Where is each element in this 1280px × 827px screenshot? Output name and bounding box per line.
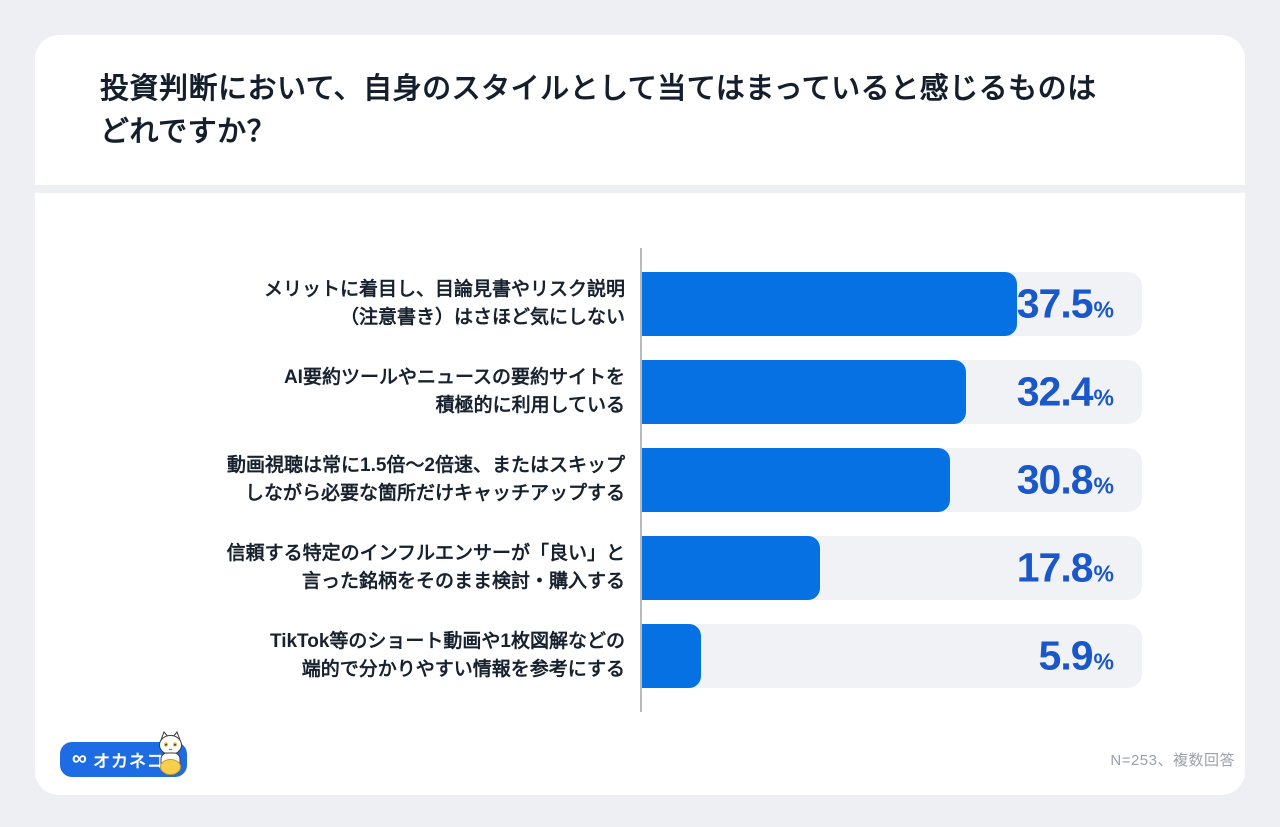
percent-sign: % bbox=[1093, 472, 1114, 499]
chart-row: メリットに着目し、目論見書やリスク説明 （注意書き）はさほど気にしない 37.5… bbox=[35, 272, 1245, 336]
bar-track: 17.8% bbox=[642, 536, 1142, 600]
value-number: 17.8 bbox=[1016, 544, 1094, 591]
cat-mascot-icon bbox=[159, 731, 182, 775]
chart-row: 動画視聴は常に1.5倍〜2倍速、またはスキップ しながら必要な箇所だけキャッチア… bbox=[35, 448, 1245, 512]
category-label-line: 動画視聴は常に1.5倍〜2倍速、またはスキップ bbox=[227, 455, 625, 476]
infinity-glasses-icon: ∞ bbox=[72, 747, 87, 770]
sample-size-note: N=253、複数回答 bbox=[1110, 752, 1235, 769]
okaneko-logo: ∞ オカネコ bbox=[60, 731, 187, 777]
category-label-line: （注意書き）はさほど気にしない bbox=[339, 307, 625, 328]
category-label-line: しながら必要な箇所だけキャッチアップする bbox=[244, 483, 625, 504]
category-label: 信頼する特定のインフルエンサーが「良い」と 言った銘柄をそのまま検討・購入する bbox=[35, 540, 625, 596]
page-title: 投資判断において、自身のスタイルとして当てはまっていると感じるものは どれですか… bbox=[100, 68, 1190, 154]
category-label-line: 信頼する特定のインフルエンサーが「良い」と bbox=[226, 543, 625, 564]
value-label: 30.8% bbox=[1017, 457, 1114, 504]
bar-track: 30.8% bbox=[642, 448, 1142, 512]
value-number: 30.8 bbox=[1016, 456, 1094, 503]
chart-card: メリットに着目し、目論見書やリスク説明 （注意書き）はさほど気にしない 37.5… bbox=[35, 193, 1245, 795]
percent-sign: % bbox=[1093, 648, 1114, 675]
bar-fill bbox=[642, 448, 950, 512]
category-label-line: 端的で分かりやすい情報を参考にする bbox=[301, 659, 625, 680]
page-title-line-1: 投資判断において、自身のスタイルとして当てはまっていると感じるものは bbox=[100, 73, 1097, 105]
page-title-line-2: どれですか？ bbox=[100, 116, 277, 148]
percent-sign: % bbox=[1093, 296, 1114, 323]
category-label-line: TikTok等のショート動画や1枚図解などの bbox=[269, 631, 625, 652]
bar-fill bbox=[642, 272, 1017, 336]
chart-row: 信頼する特定のインフルエンサーが「良い」と 言った銘柄をそのまま検討・購入する … bbox=[35, 536, 1245, 600]
percent-sign: % bbox=[1093, 384, 1114, 411]
chart-row: TikTok等のショート動画や1枚図解などの 端的で分かりやすい情報を参考にする… bbox=[35, 624, 1245, 688]
value-number: 32.4 bbox=[1016, 368, 1094, 415]
bar-chart: メリットに着目し、目論見書やリスク説明 （注意書き）はさほど気にしない 37.5… bbox=[35, 193, 1245, 795]
percent-sign: % bbox=[1093, 560, 1114, 587]
value-label: 5.9% bbox=[1039, 633, 1114, 680]
question-header-card: 投資判断において、自身のスタイルとして当てはまっていると感じるものは どれですか… bbox=[35, 35, 1245, 185]
bar-fill bbox=[642, 536, 820, 600]
bar-fill bbox=[642, 624, 701, 688]
category-label: 動画視聴は常に1.5倍〜2倍速、またはスキップ しながら必要な箇所だけキャッチア… bbox=[35, 452, 625, 508]
value-number: 37.5 bbox=[1016, 280, 1094, 327]
category-label-line: 積極的に利用している bbox=[435, 395, 625, 416]
category-label: メリットに着目し、目論見書やリスク説明 （注意書き）はさほど気にしない bbox=[35, 276, 625, 332]
chart-row: AI要約ツールやニュースの要約サイトを 積極的に利用している 32.4% bbox=[35, 360, 1245, 424]
bar-track: 37.5% bbox=[642, 272, 1142, 336]
category-label-line: 言った銘柄をそのまま検討・購入する bbox=[301, 571, 625, 592]
value-label: 32.4% bbox=[1017, 369, 1114, 416]
category-label-line: AI要約ツールやニュースの要約サイトを bbox=[283, 367, 625, 388]
category-label-line: メリットに着目し、目論見書やリスク説明 bbox=[263, 279, 625, 300]
value-number: 5.9 bbox=[1038, 632, 1094, 679]
category-label: TikTok等のショート動画や1枚図解などの 端的で分かりやすい情報を参考にする bbox=[35, 628, 625, 684]
chart-axis-line bbox=[640, 248, 642, 712]
bar-fill bbox=[642, 360, 966, 424]
bar-track: 5.9% bbox=[642, 624, 1142, 688]
value-label: 37.5% bbox=[1017, 281, 1114, 328]
category-label: AI要約ツールやニュースの要約サイトを 積極的に利用している bbox=[35, 364, 625, 420]
logo-brand-name: オカネコ bbox=[92, 752, 165, 771]
value-label: 17.8% bbox=[1017, 545, 1114, 592]
bar-track: 32.4% bbox=[642, 360, 1142, 424]
